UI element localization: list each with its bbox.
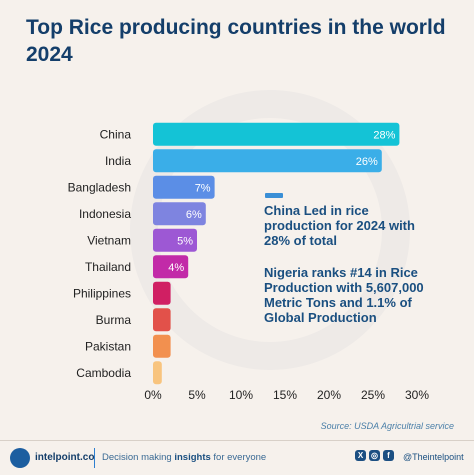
bar <box>153 228 197 252</box>
bar-value-label: 4% <box>168 262 184 274</box>
category-label: China <box>100 127 132 141</box>
bar <box>153 281 171 305</box>
bar <box>153 175 215 199</box>
brand-logo-icon <box>10 448 30 468</box>
x-icon[interactable]: X <box>355 450 366 461</box>
x-tick-label: 15% <box>273 388 297 402</box>
category-label: India <box>105 154 131 168</box>
source-note: Source: USDA Agricultrial service <box>320 421 454 431</box>
x-tick-label: 0% <box>144 388 162 402</box>
social-handle[interactable]: @Theintelpoint <box>403 452 464 462</box>
category-label: Burma <box>96 313 132 327</box>
social-icons: X ◎ f <box>355 450 394 461</box>
tagline-pre: Decision making <box>102 452 175 463</box>
note-china: China Led in rice production for 2024 wi… <box>264 203 415 248</box>
bar <box>153 334 171 358</box>
note-accent-bar <box>265 193 283 198</box>
tagline: Decision making insights for everyone <box>102 452 266 463</box>
x-tick-label: 25% <box>361 388 385 402</box>
x-tick-label: 20% <box>317 388 341 402</box>
category-label: Bangladesh <box>68 180 131 194</box>
bar-value-label: 5% <box>177 235 193 247</box>
bar-value-label: 28% <box>373 129 395 141</box>
bar-value-label: 6% <box>186 209 202 221</box>
bar <box>153 308 171 332</box>
x-tick-label: 30% <box>405 388 429 402</box>
footer-divider <box>94 448 95 468</box>
category-label: Cambodia <box>76 366 131 380</box>
bar <box>153 202 206 226</box>
note-nigeria: Nigeria ranks #14 in Rice Production wit… <box>264 265 424 325</box>
category-label: Indonesia <box>79 207 131 221</box>
tagline-bold: insights <box>174 452 211 463</box>
bar-value-label: 7% <box>195 182 211 194</box>
footer <box>0 440 474 475</box>
bar <box>153 122 400 146</box>
chart-title: Top Rice producing countries in the worl… <box>26 16 446 66</box>
category-label: Philippines <box>73 286 131 300</box>
instagram-icon[interactable]: ◎ <box>369 450 380 461</box>
x-tick-label: 5% <box>188 388 206 402</box>
category-label: Pakistan <box>85 339 131 353</box>
bar <box>153 255 189 279</box>
category-label: Vietnam <box>87 233 131 247</box>
category-label: Thailand <box>85 260 131 274</box>
tagline-post: for everyone <box>210 452 267 463</box>
facebook-icon[interactable]: f <box>383 450 394 461</box>
bar-value-label: 26% <box>356 156 378 168</box>
bar <box>153 149 382 173</box>
bar <box>153 361 162 385</box>
brand-name[interactable]: intelpoint.co <box>35 452 95 463</box>
x-tick-label: 10% <box>229 388 253 402</box>
